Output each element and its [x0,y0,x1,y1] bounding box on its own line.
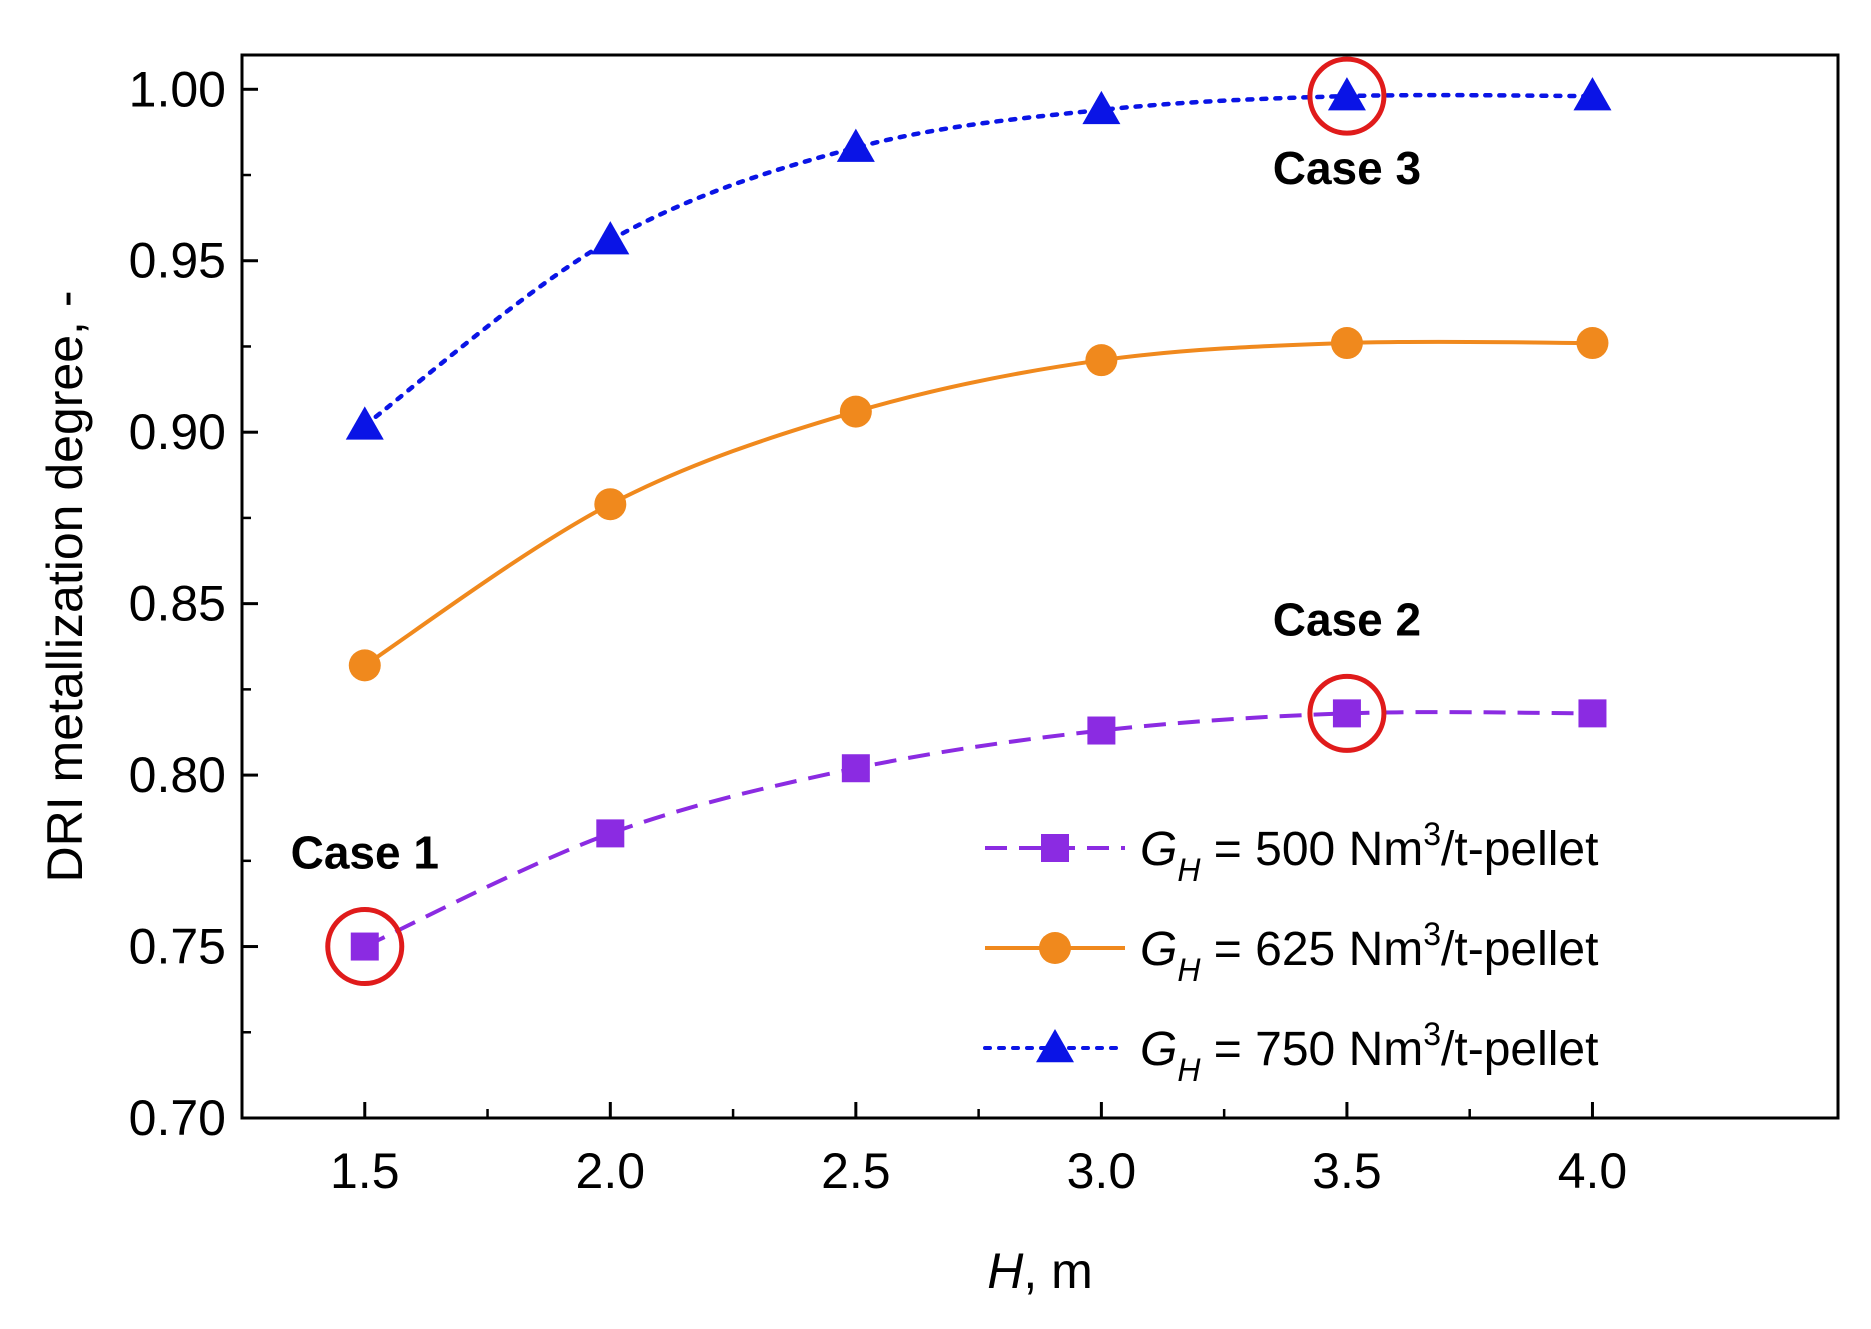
data-point-s3-1 [345,406,384,440]
data-point-s1-1 [350,932,379,961]
x-tick-label-5: 3.5 [1312,1143,1382,1199]
legend-sup-2: 3 [1423,916,1441,952]
legend-unit-2: /t-pellet [1441,923,1598,976]
y-tick-label-1: 0.70 [129,1090,226,1146]
data-point-s3-6 [1573,77,1612,111]
data-point-s1-6 [1578,699,1607,728]
series-line-3 [362,92,1595,428]
annotation-label-2: Case 2 [1273,593,1421,645]
x-tick-label-2: 2.0 [576,1143,646,1199]
legend-unit-1: /t-pellet [1441,823,1598,876]
legend-label-3: GH = 750 Nm3/t-pellet [1140,1016,1598,1088]
series-markers [345,77,1612,961]
annotations: Case 1 Case 2 Case 3 [291,56,1421,987]
highlight-circle-1 [325,907,405,987]
series-lines [362,92,1595,949]
legend-var-1: G [1140,823,1177,876]
y-tick-label-5: 0.90 [129,404,226,460]
data-point-s2-5 [1330,327,1363,360]
x-axis-title-sep: , [1023,1243,1051,1299]
legend-sup-3: 3 [1423,1016,1441,1052]
x-axis-title-unit: m [1051,1243,1093,1299]
data-point-s3-4 [1082,90,1121,125]
y-tick-label-6: 0.95 [129,233,226,289]
data-point-s3-2 [591,221,630,255]
legend-value-2: = 625 Nm [1200,923,1423,976]
legend-label-2: GH = 625 Nm3/t-pellet [1140,916,1598,988]
legend-label-1: GH = 500 Nm3/t-pellet [1140,816,1598,888]
legend-var-3: G [1140,1023,1177,1076]
y-tick-label-2: 0.75 [129,919,226,975]
legend-sub-1: H [1177,852,1201,888]
data-point-s1-2 [596,819,625,848]
legend-sub-2: H [1177,952,1201,988]
data-point-s2-6 [1576,327,1609,360]
y-tick-label-7: 1.00 [129,61,226,117]
highlight-circle-2 [1307,673,1387,753]
legend-value-3: = 750 Nm [1200,1023,1423,1076]
annotation-label-3: Case 3 [1273,142,1421,194]
y-tick-label-4: 0.85 [129,576,226,632]
legend-unit-3: /t-pellet [1441,1023,1598,1076]
x-tick-label-1: 1.5 [330,1143,400,1199]
data-point-s3-5 [1327,77,1366,111]
legend-var-2: G [1140,923,1177,976]
legend-marker-2 [1039,932,1071,964]
data-point-s2-2 [594,488,627,521]
y-tick-label-3: 0.80 [129,747,226,803]
x-tick-label-6: 4.0 [1558,1143,1628,1199]
plot-frame [240,53,1840,1120]
highlight-circle-3 [1307,56,1387,136]
data-point-s1-3 [841,754,870,783]
x-axis-title: H, m [987,1243,1093,1299]
x-tick-label-4: 3.0 [1067,1143,1137,1199]
series-line-1 [363,710,1593,949]
legend-marker-3 [1036,1029,1074,1063]
data-point-s2-3 [839,395,872,428]
data-point-s1-5 [1332,699,1361,728]
data-point-s2-1 [348,649,381,682]
y-axis-title: DRI metallization degree, - [37,291,93,883]
data-point-s3-3 [836,128,875,162]
series-line-2 [363,339,1593,668]
legend-sup-1: 3 [1423,816,1441,852]
axes: 1.5 2.0 2.5 3.0 3.5 4.0 0.70 0.75 0.80 0.85 0.90 0.… [37,53,1840,1299]
legend-value-1: = 500 Nm [1200,823,1423,876]
legend-marker-1 [1041,834,1069,862]
data-point-s2-4 [1085,344,1118,377]
legend-sub-3: H [1177,1052,1201,1088]
x-axis-title-var: H [987,1243,1024,1299]
annotation-label-1: Case 1 [291,827,439,879]
data-point-s1-4 [1087,716,1116,745]
x-tick-label-3: 2.5 [821,1143,891,1199]
